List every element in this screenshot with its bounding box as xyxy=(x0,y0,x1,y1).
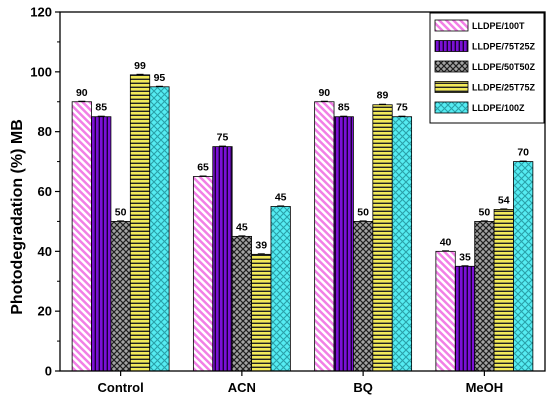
bar xyxy=(212,146,233,372)
legend-entry: LLDPE/100Z xyxy=(472,103,525,113)
x-tick-label: BQ xyxy=(353,380,373,395)
bar xyxy=(91,116,112,372)
legend-entry: LLDPE/25T75Z xyxy=(472,83,536,93)
data-label: 70 xyxy=(517,147,529,159)
bar xyxy=(110,221,131,372)
data-label: 85 xyxy=(95,102,107,114)
legend: LLDPE/100T LLDPE/75T25Z LLDPE/50T50Z LLDPE/… xyxy=(429,12,545,124)
bar xyxy=(270,206,291,372)
x-tick-label: Control xyxy=(98,380,144,395)
bar xyxy=(474,221,495,372)
data-label: 99 xyxy=(134,60,146,72)
bar xyxy=(435,250,456,372)
x-tick-label: ACN xyxy=(228,380,256,395)
data-label: 50 xyxy=(479,206,491,218)
data-label: 39 xyxy=(255,239,267,251)
legend-entry: LLDPE/75T25Z xyxy=(472,42,536,52)
data-label: 45 xyxy=(275,191,287,203)
bar xyxy=(493,209,514,372)
data-labels: 90 65 90 40 85 75 85 35 50 45 50 50 99 39 89 54 95 45 75 70 xyxy=(76,60,529,263)
axes: 0 20 40 60 80 100 120 Control ACN BQ MeOH xyxy=(30,5,546,395)
legend-swatch xyxy=(434,40,469,52)
bar xyxy=(71,101,92,372)
bar xyxy=(333,116,354,372)
data-label: 50 xyxy=(115,206,127,218)
data-label: 75 xyxy=(217,132,229,144)
bar xyxy=(314,101,335,372)
legend-entry: LLDPE/100T xyxy=(472,21,525,31)
data-label: 40 xyxy=(440,236,452,248)
data-label: 85 xyxy=(338,102,350,114)
y-tick-label: 80 xyxy=(38,124,52,139)
legend-swatch xyxy=(434,60,469,73)
bar xyxy=(129,74,151,372)
y-tick-label: 120 xyxy=(30,5,52,20)
bar xyxy=(513,161,534,372)
data-label: 90 xyxy=(318,87,330,99)
legend-swatch xyxy=(434,19,469,32)
y-axis-label: Photodegradation (%) MB xyxy=(9,119,26,315)
data-label: 54 xyxy=(498,194,510,206)
bar xyxy=(372,104,393,372)
data-label: 95 xyxy=(154,72,166,84)
bar xyxy=(149,86,170,372)
bar xyxy=(231,235,252,372)
bar xyxy=(353,221,374,372)
bar xyxy=(454,265,476,372)
legend-entry: LLDPE/50T50Z xyxy=(472,62,536,72)
data-label: 89 xyxy=(377,90,389,102)
legend-swatch xyxy=(434,81,469,93)
bar xyxy=(192,176,214,372)
y-tick-label: 100 xyxy=(30,64,52,79)
legend-swatch xyxy=(434,101,469,114)
y-tick-label: 60 xyxy=(38,184,52,199)
y-tick-label: 20 xyxy=(38,304,52,319)
data-label: 90 xyxy=(76,87,88,99)
bar xyxy=(391,116,413,372)
x-tick-label: MeOH xyxy=(466,380,504,395)
data-label: 50 xyxy=(357,206,369,218)
bar xyxy=(251,253,272,372)
data-label: 45 xyxy=(236,221,248,233)
y-tick-label: 40 xyxy=(38,244,52,259)
data-label: 65 xyxy=(197,162,209,174)
data-label: 35 xyxy=(459,251,471,263)
y-tick-label: 0 xyxy=(45,364,52,379)
data-label: 75 xyxy=(396,102,408,114)
